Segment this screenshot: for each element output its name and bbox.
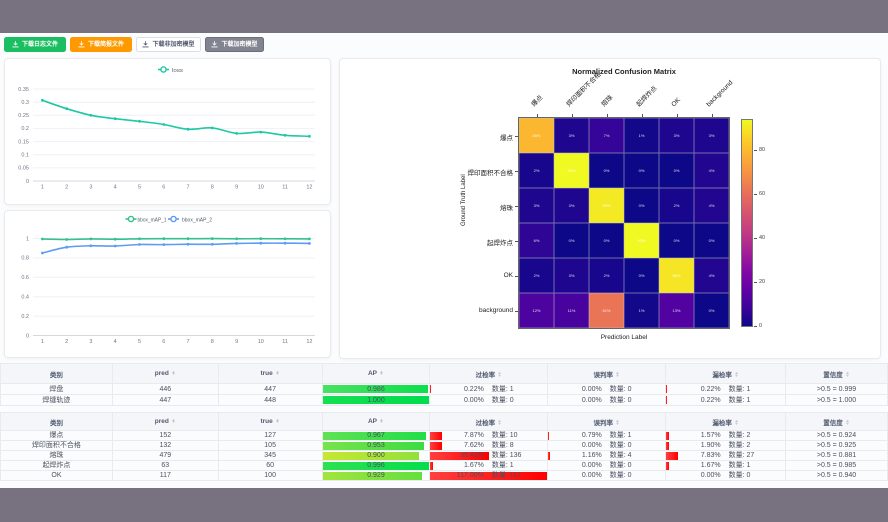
svg-text:0.4: 0.4 [21,295,29,301]
svg-text:bbox_mAP_1: bbox_mAP_1 [138,217,167,223]
svg-text:5: 5 [138,339,141,345]
svg-text:11: 11 [282,339,288,345]
svg-text:0.25: 0.25 [18,113,29,119]
svg-text:3: 3 [89,185,92,191]
svg-text:10: 10 [258,339,264,345]
svg-text:1: 1 [26,236,29,242]
svg-text:4: 4 [114,185,117,191]
svg-text:0: 0 [26,333,29,339]
svg-text:8: 8 [211,339,214,345]
svg-text:12: 12 [306,339,312,345]
svg-text:0: 0 [26,179,29,185]
svg-text:6: 6 [162,185,165,191]
svg-text:0.2: 0.2 [21,126,29,132]
svg-text:10: 10 [258,185,264,191]
svg-text:7: 7 [186,339,189,345]
svg-text:bbox_mAP_2: bbox_mAP_2 [182,217,212,223]
svg-text:0.6: 0.6 [21,275,29,281]
svg-text:9: 9 [235,339,238,345]
svg-text:9: 9 [235,185,238,191]
svg-text:3: 3 [89,339,92,345]
svg-text:12: 12 [306,185,312,191]
svg-text:0.05: 0.05 [18,166,29,172]
svg-text:6: 6 [162,339,165,345]
svg-text:8: 8 [211,185,214,191]
svg-text:7: 7 [186,185,189,191]
svg-text:0.3: 0.3 [21,100,29,106]
svg-text:loss: loss [172,68,183,74]
svg-text:0.8: 0.8 [21,256,29,262]
svg-text:5: 5 [138,185,141,191]
svg-text:11: 11 [282,185,288,191]
svg-text:0.35: 0.35 [18,87,29,93]
svg-text:0.1: 0.1 [21,153,29,159]
svg-text:4: 4 [114,339,117,345]
svg-text:2: 2 [65,185,68,191]
svg-text:0.15: 0.15 [18,139,29,145]
svg-text:1: 1 [41,185,44,191]
svg-text:1: 1 [41,339,44,345]
svg-text:0.2: 0.2 [21,314,29,320]
svg-text:2: 2 [65,339,68,345]
